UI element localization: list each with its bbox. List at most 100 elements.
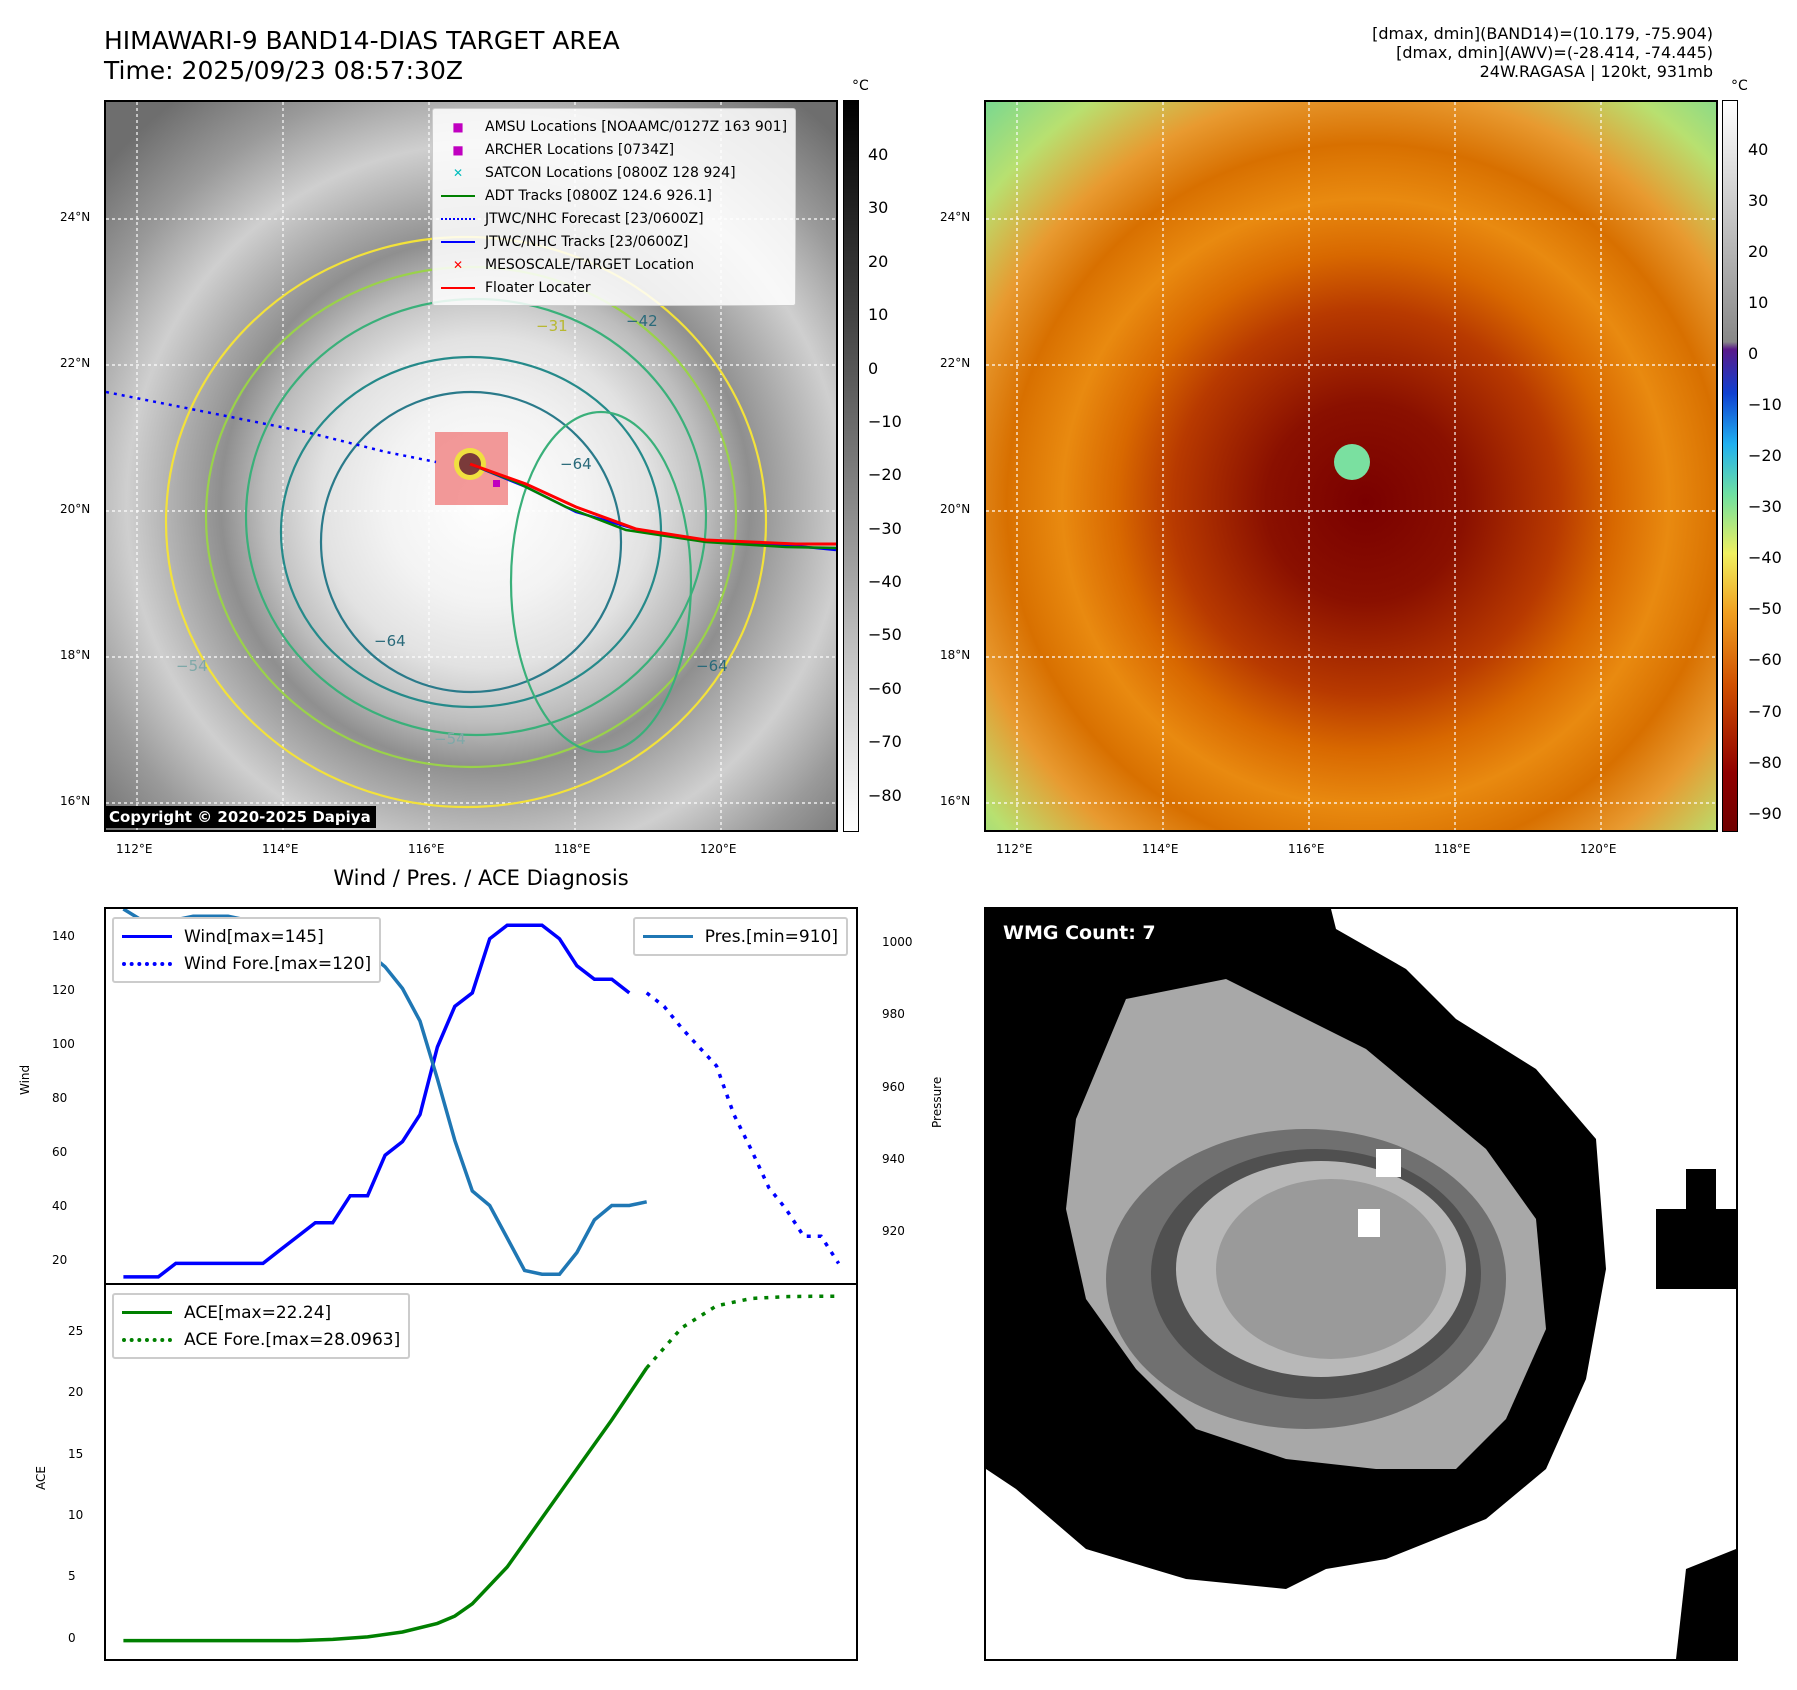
map-legend: ■ AMSU Locations [NOAAMC/0127Z 163 901] ■… <box>432 108 797 306</box>
cbar-tick: −80 <box>868 785 902 805</box>
series-line <box>122 909 648 1276</box>
pres-legend: Pres.[min=910] <box>632 917 848 956</box>
contour-label: −42 <box>626 312 658 330</box>
contour-label: −64 <box>696 657 728 675</box>
wind-ytick: 140 <box>52 928 75 943</box>
cbar-tick: −50 <box>868 625 902 645</box>
wmg-image <box>986 909 1736 1659</box>
cbar-tick: −60 <box>1748 650 1782 670</box>
cbar-tick: −80 <box>1748 752 1782 772</box>
title-line-1: HIMAWARI-9 BAND14-DIAS TARGET AREA <box>104 26 620 55</box>
legend-wind-fore: Wind Fore.[max=120] <box>122 950 371 977</box>
cbar-tick: 0 <box>1748 344 1759 364</box>
cbar-tick: 30 <box>1748 191 1769 211</box>
cbar-tick: −20 <box>1748 446 1782 466</box>
legend-satcon: ✕ SATCON Locations [0800Z 128 924] <box>452 164 736 181</box>
lon-label: 112°E <box>996 842 1033 856</box>
cbar-tick: 40 <box>868 145 889 164</box>
lon-label: 120°E <box>1580 842 1617 856</box>
awv-map-panel <box>984 100 1718 832</box>
legend-floater: Floater Locater <box>441 276 787 299</box>
ace-ytick: 10 <box>68 1507 84 1522</box>
lat-label: 16°N <box>60 794 91 808</box>
lon-label: 112°E <box>116 842 153 856</box>
ir-colorbar <box>843 100 859 832</box>
series-line <box>645 1294 839 1370</box>
lon-label: 118°E <box>554 842 591 856</box>
pres-ytick: 960 <box>882 1079 905 1094</box>
ace-plot <box>123 1294 839 1643</box>
series-line <box>123 923 631 1279</box>
lat-label: 20°N <box>940 502 971 516</box>
wind-pres-panel: Wind[max=145] Wind Fore.[max=120] Pres.[… <box>104 907 858 1285</box>
legend-ace-fore: ACE Fore.[max=28.0963] <box>122 1326 400 1353</box>
cbar-tick: −40 <box>1748 548 1782 568</box>
wind-axis-label: Wind <box>18 1064 32 1095</box>
cbar-tick: 30 <box>868 198 889 218</box>
legend-archer: ■ ARCHER Locations [0734Z] <box>452 141 675 158</box>
copyright: Copyright © 2020-2025 Dapiya <box>104 806 376 828</box>
title-line-2: Time: 2025/09/23 08:57:30Z <box>104 56 463 85</box>
awv-cbar-unit: °C <box>1731 78 1748 94</box>
ace-ytick: 5 <box>68 1569 76 1584</box>
ace-ytick: 15 <box>68 1446 84 1461</box>
ir-contours <box>164 235 768 809</box>
lon-label: 116°E <box>1288 842 1325 856</box>
lat-label: 24°N <box>940 210 971 224</box>
contour-label: −64 <box>560 455 592 473</box>
pres-ytick: 940 <box>882 1152 905 1167</box>
cbar-tick: −10 <box>1748 395 1782 415</box>
cbar-tick: −90 <box>1748 803 1782 823</box>
lon-label: 116°E <box>408 842 445 856</box>
contour-label: −31 <box>536 317 568 335</box>
series-line <box>123 1366 649 1643</box>
contour-label: −54 <box>176 657 208 675</box>
lat-label: 22°N <box>60 356 91 370</box>
jtwc-track-line <box>469 462 836 552</box>
wind-legend: Wind[max=145] Wind Fore.[max=120] <box>112 917 382 983</box>
pres-ytick: 920 <box>882 1224 905 1239</box>
legend-pres: Pres.[min=910] <box>642 923 838 950</box>
cbar-tick: 20 <box>1748 242 1769 262</box>
lon-label: 114°E <box>1142 842 1179 856</box>
awv-eye <box>1334 444 1370 480</box>
lat-label: 22°N <box>940 356 971 370</box>
archer-marker <box>493 480 500 487</box>
ir-cbar-unit: °C <box>852 78 869 94</box>
info-line-2: [dmax, dmin](AWV)=(-28.414, -74.445) <box>1396 43 1713 62</box>
cbar-tick: −20 <box>868 465 902 485</box>
contour-label: −54 <box>434 730 466 748</box>
lat-label: 24°N <box>60 210 91 224</box>
ace-ytick: 0 <box>68 1630 76 1645</box>
lat-label: 16°N <box>940 794 971 808</box>
lat-label: 20°N <box>60 502 91 516</box>
awv-gridlines <box>986 102 1716 830</box>
legend-adt: ADT Tracks [0800Z 124.6 926.1] <box>441 184 787 207</box>
info-line-1: [dmax, dmin](BAND14)=(10.179, -75.904) <box>1372 24 1713 43</box>
adt-track-line <box>469 462 836 550</box>
floater-line <box>469 462 836 546</box>
lon-label: 114°E <box>262 842 299 856</box>
info-line-3: 24W.RAGASA | 120kt, 931mb <box>1479 62 1713 81</box>
wind-ytick: 120 <box>52 982 75 997</box>
ace-ytick: 25 <box>68 1324 84 1339</box>
wind-ytick: 40 <box>52 1199 68 1214</box>
legend-target: ✕ MESOSCALE/TARGET Location <box>452 256 695 273</box>
wmg-count: WMG Count: 7 <box>1003 922 1156 944</box>
cbar-tick: −70 <box>1748 701 1782 721</box>
cbar-tick: 0 <box>868 358 879 378</box>
cbar-tick: −50 <box>1748 599 1782 619</box>
diag-title: Wind / Pres. / ACE Diagnosis <box>333 866 629 890</box>
awv-map-overlay <box>986 102 1716 830</box>
ir-map-panel: −64 −64 −54 −31 −54 −64 −42 ■ AMSU Locati… <box>104 100 838 832</box>
lon-label: 120°E <box>700 842 737 856</box>
wmg-panel <box>984 907 1738 1661</box>
cbar-tick: 20 <box>868 251 889 271</box>
storm-info: [dmax, dmin](BAND14)=(10.179, -75.904) [… <box>1372 24 1713 81</box>
wind-pres-plot <box>122 909 841 1279</box>
ace-panel: ACE[max=22.24] ACE Fore.[max=28.0963] <box>104 1283 858 1661</box>
lat-label: 18°N <box>60 648 91 662</box>
legend-jtwc-tracks: JTWC/NHC Tracks [23/0600Z] <box>441 230 787 253</box>
legend-amsu: ■ AMSU Locations [NOAAMC/0127Z 163 901] <box>452 118 788 135</box>
lat-label: 18°N <box>940 648 971 662</box>
